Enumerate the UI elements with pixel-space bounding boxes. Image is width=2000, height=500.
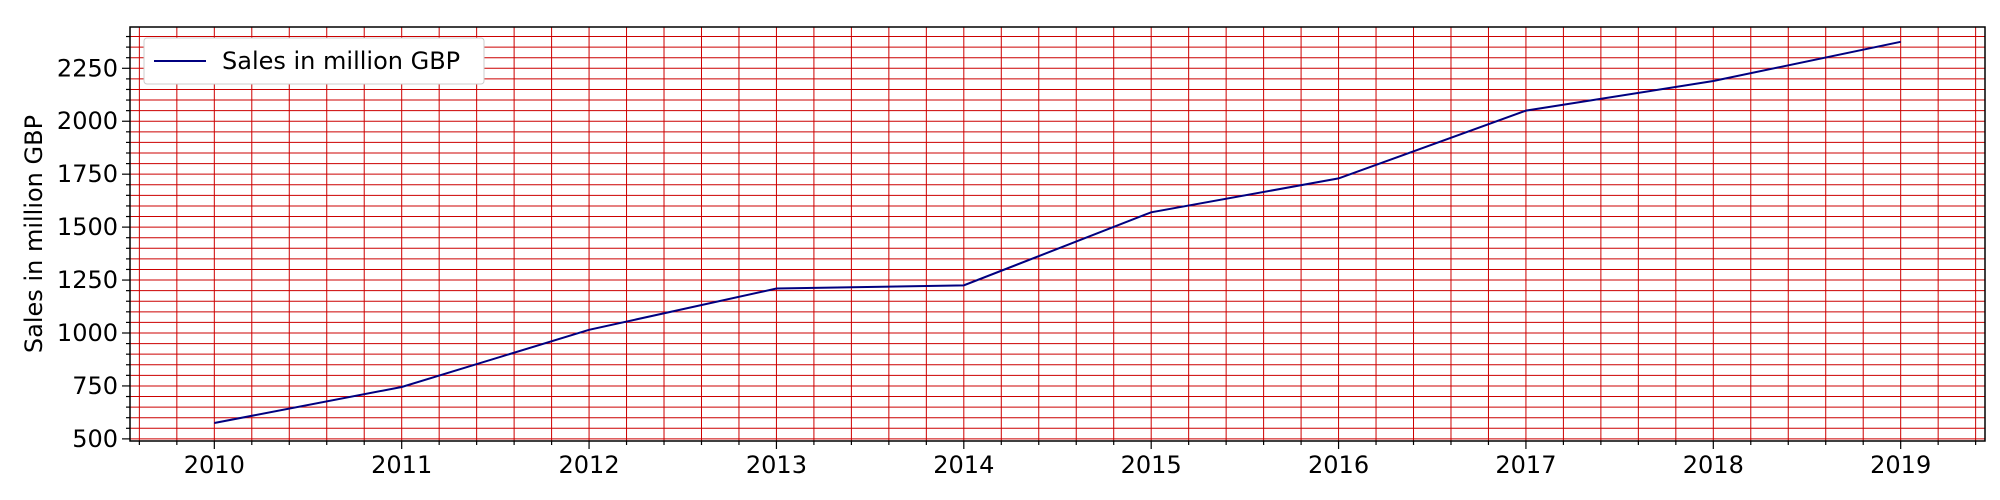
x-tick-label: 2010	[184, 451, 245, 479]
y-tick-label: 1250	[57, 266, 118, 294]
x-tick-label: 2013	[746, 451, 807, 479]
x-tick-label: 2015	[1121, 451, 1182, 479]
y-tick-label: 1000	[57, 319, 118, 347]
x-tick-label: 2016	[1308, 451, 1369, 479]
x-tick-label: 2014	[933, 451, 994, 479]
legend-entry: Sales in million GBP	[222, 47, 460, 75]
series-line	[214, 40, 1901, 424]
y-axis-label: Sales in million GBP	[20, 115, 48, 353]
y-tick-label: 1750	[57, 160, 118, 188]
x-tick-label: 2017	[1495, 451, 1556, 479]
y-tick-label: 2250	[57, 54, 118, 82]
x-tick-label: 2018	[1683, 451, 1744, 479]
legend: Sales in million GBP	[143, 37, 485, 85]
y-tick-label: 500	[72, 425, 118, 453]
plot-area-frame	[129, 26, 1986, 442]
ticks: 2010 2011 2012 2013 2014 2015 2016 2017 2018 2019…	[57, 35, 1977, 479]
series	[214, 40, 1901, 424]
legend-box	[143, 37, 485, 85]
x-tick-label: 2012	[559, 451, 620, 479]
grid	[130, 27, 1985, 441]
y-tick-label: 1500	[57, 213, 118, 241]
x-tick-label: 2019	[1870, 451, 1931, 479]
y-tick-label: 2000	[57, 107, 118, 135]
y-tick-label: 750	[72, 372, 118, 400]
x-tick-label: 2011	[371, 451, 432, 479]
